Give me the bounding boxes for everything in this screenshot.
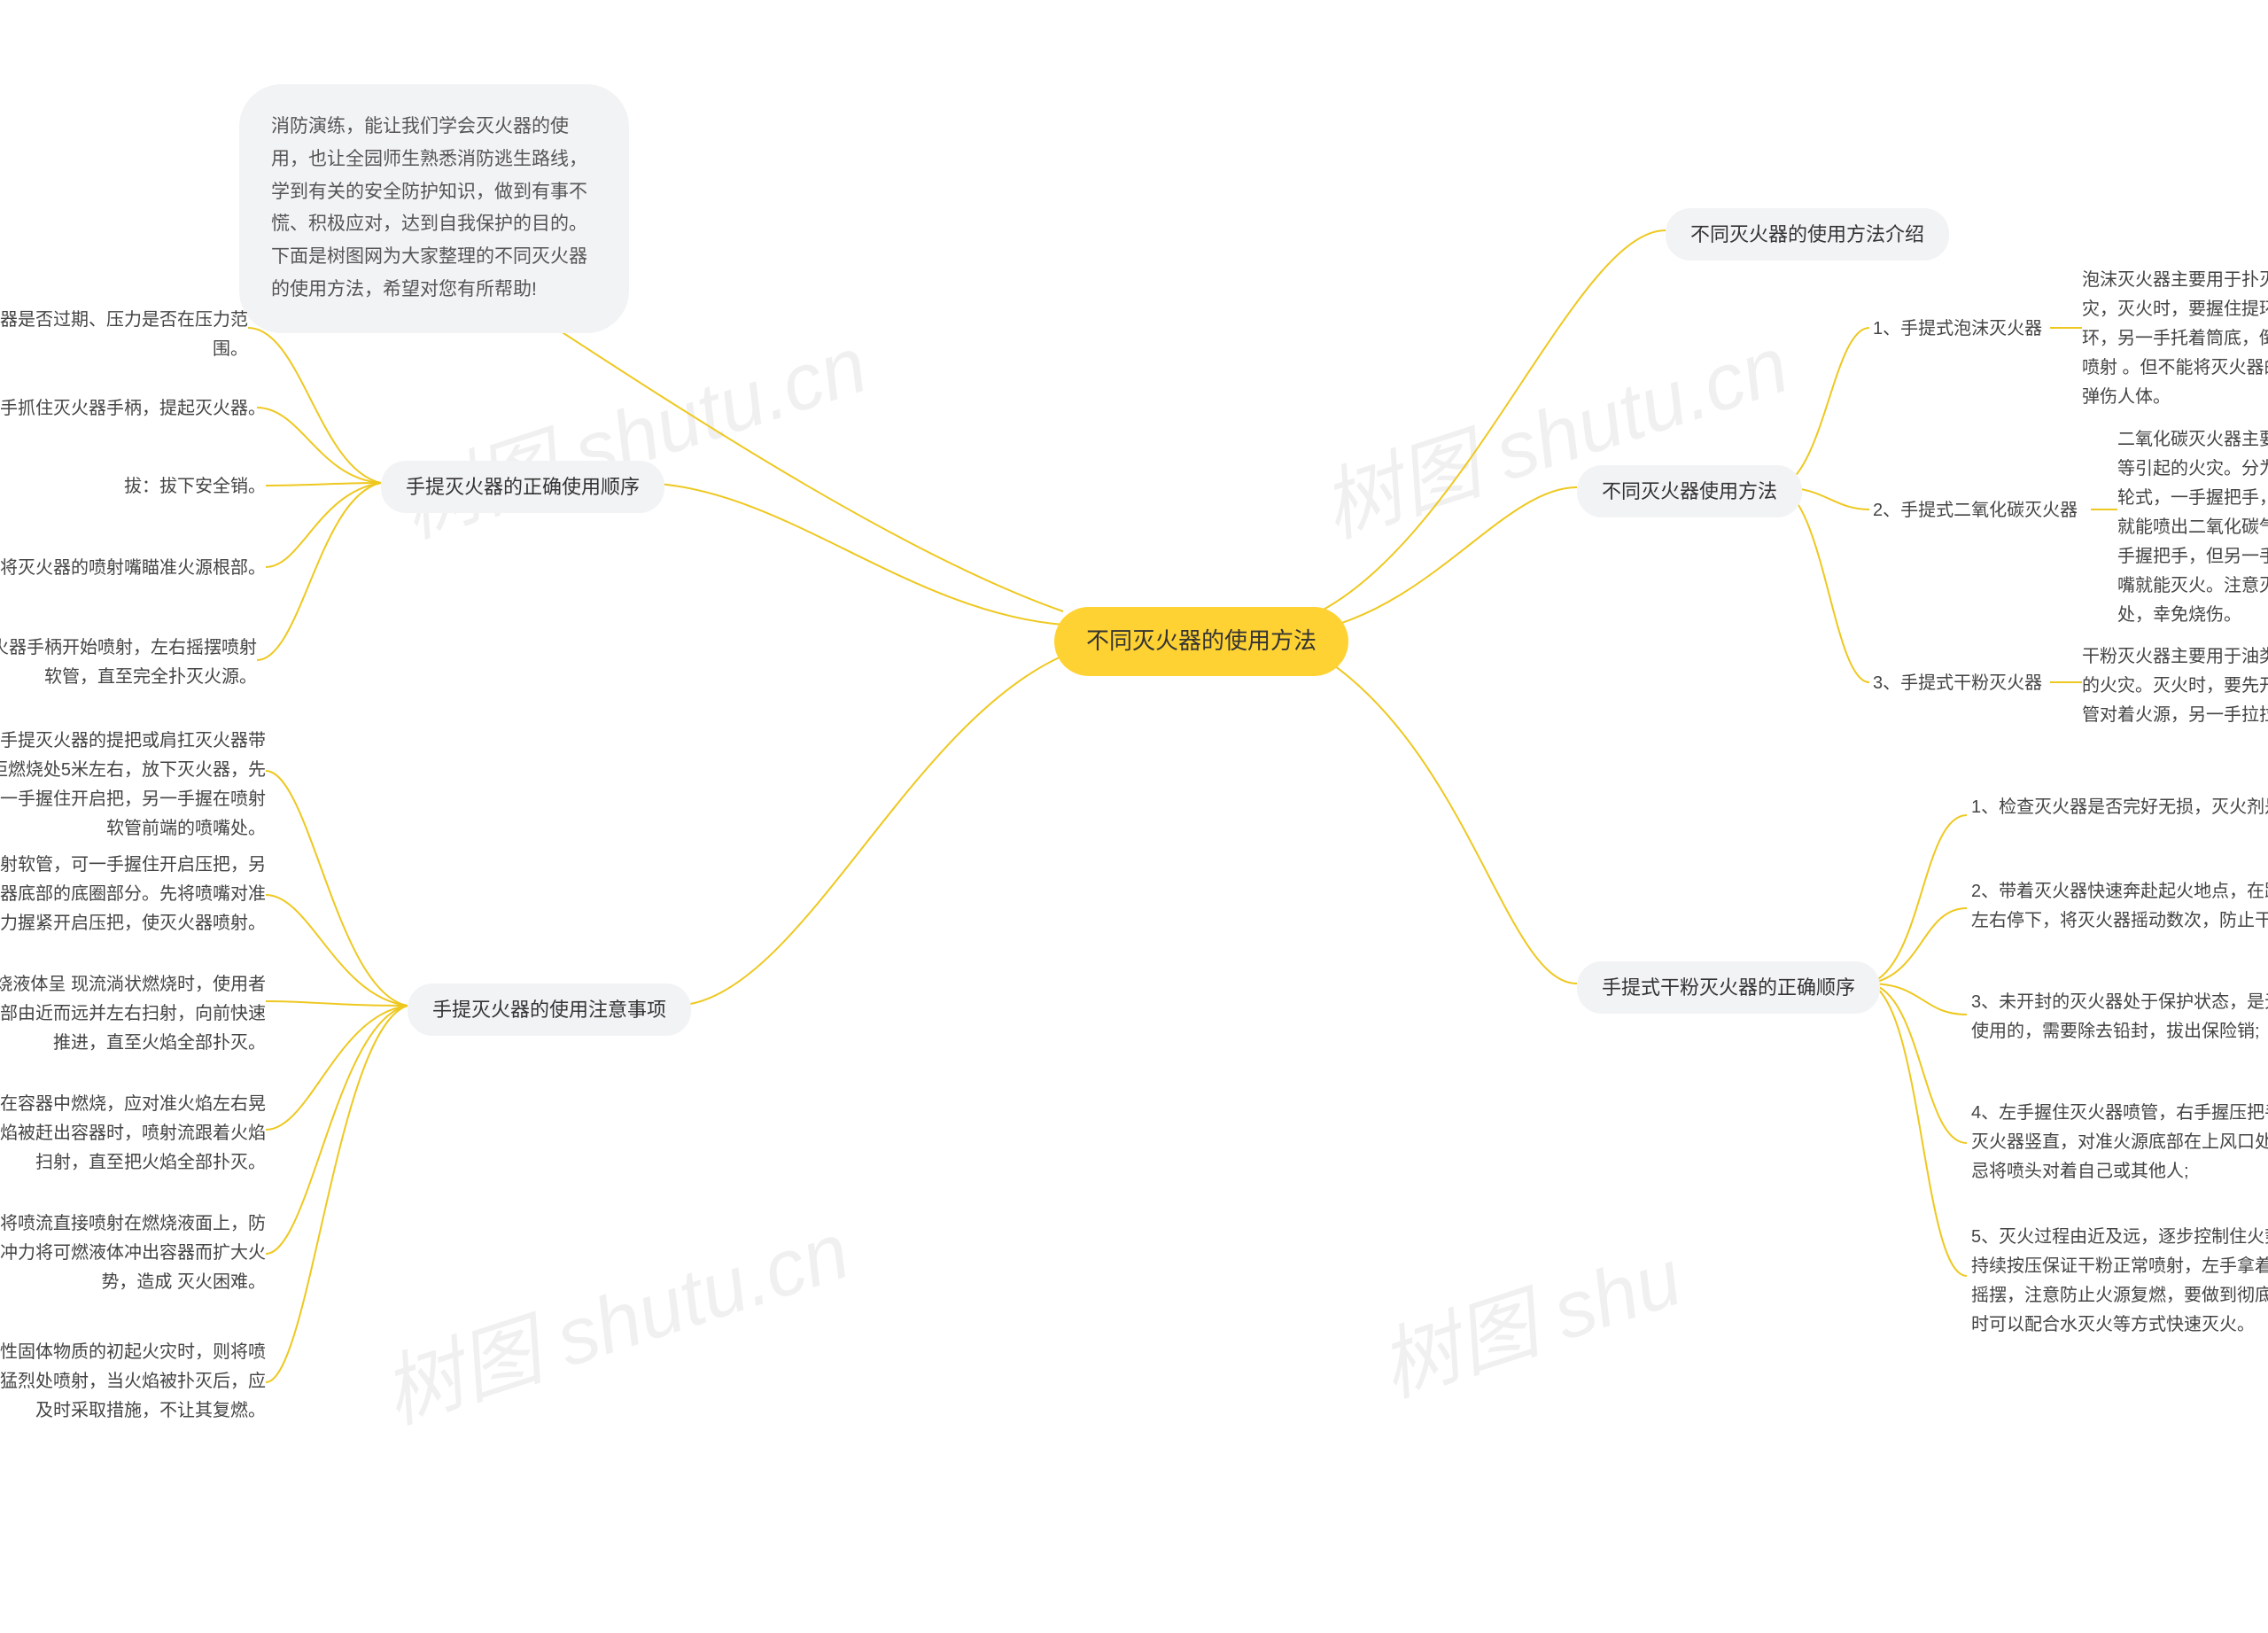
r2-item-c-label: 3、手提式干粉灭火器	[1873, 673, 2042, 693]
center-label: 不同灭火器的使用方法	[1086, 627, 1317, 654]
l2-item-b: 如灭火器无喷射软管，可一手握住开启压把，另一手扶住灭火器底部的底圈部分。先将喷嘴…	[0, 851, 266, 938]
branch-r1-label: 不同灭火器的使用方法介绍	[1690, 223, 1924, 245]
l1-item-d: 瞄：将灭火器的喷射嘴瞄准火源根部。	[0, 554, 266, 583]
branch-r2[interactable]: 不同灭火器使用方法	[1577, 465, 1802, 517]
r2-item-a-label: 1、手提式泡沫灭火器	[1873, 319, 2042, 338]
l2-item-f: 如果扑救可燃性固体物质的初起火灾时，则将喷流对准燃烧最猛烈处喷射，当火焰被扑灭后…	[0, 1338, 266, 1426]
watermark: 树图 shutu.cn	[384, 300, 879, 559]
intro-text: 消防演练，能让我们学会灭火器的使用，也让全园师生熟悉消防逃生路线，学到有关的安全…	[271, 116, 587, 299]
l1-item-c: 拔：拔下安全销。	[35, 472, 266, 502]
branch-r2-label: 不同灭火器使用方法	[1602, 480, 1777, 502]
r3-item-d: 4、左手握住灭火器喷管，右手握压把手，保证灭火器竖直，对准火源底部在上风口处灭火…	[1971, 1099, 2268, 1186]
r3-item-a: 1、检查灭火器是否完好无损，灭火剂是否充足;	[1971, 793, 2268, 822]
l1-item-b: 提：用手抓住灭火器手柄，提起灭火器。	[0, 394, 257, 424]
l2-item-d: 如果可燃液体在容器中燃烧，应对准火焰左右晃动扫射，当火焰被赶出容器时，喷射流跟着…	[0, 1090, 266, 1178]
branch-l1[interactable]: 手提灭火器的正确使用顺序	[381, 461, 664, 513]
center-topic[interactable]: 不同灭火器的使用方法	[1054, 607, 1348, 676]
watermark: 树图 shutu.cn	[1305, 300, 1800, 559]
branch-l2[interactable]: 手提灭火器的使用注意事项	[408, 984, 691, 1036]
r3-item-c: 3、未开封的灭火器处于保护状态，是无法正常使用的，需要除去铅封，拔出保险销;	[1971, 988, 2268, 1046]
l2-item-e: 但应注意不能将喷流直接喷射在燃烧液面上，防止灭火剂的冲力将可燃液体冲出容器而扩大…	[0, 1209, 266, 1297]
l1-item-a: 看：看灭火器是否过期、压力是否在压力范围。	[0, 306, 248, 364]
r2-item-c[interactable]: 3、手提式干粉灭火器	[1873, 669, 2042, 698]
branch-r3-label: 手提式干粉灭火器的正确顺序	[1602, 976, 1855, 999]
watermark: 树图 shutu.cn	[366, 1186, 861, 1445]
branch-l2-label: 手提灭火器的使用注意事项	[432, 999, 666, 1021]
r2-item-a[interactable]: 1、手提式泡沫灭火器	[1873, 315, 2042, 344]
branch-r1[interactable]: 不同灭火器的使用方法介绍	[1666, 208, 1949, 261]
r2-item-b-label: 2、手提式二氧化碳灭火器	[1873, 501, 2078, 520]
r3-item-b: 2、带着灭火器快速奔赴起火地点，在距火源5米左右停下，将灭火器摇动数次，防止干粉…	[1971, 877, 2268, 936]
l1-item-e: 压：压下灭火器手柄开始喷射，左右摇摆喷射软管，直至完全扑灭火源。	[0, 634, 257, 692]
intro-bubble[interactable]: 消防演练，能让我们学会灭火器的使用，也让全园师生熟悉消防逃生路线，学到有关的安全…	[239, 84, 629, 333]
r2-item-b[interactable]: 2、手提式二氧化碳灭火器	[1873, 496, 2078, 525]
l2-item-a: 使用时，应将手提灭火器的提把或肩扛灭火器带到火场。在距燃烧处5米左右，放下灭火器…	[0, 727, 266, 844]
branch-r3[interactable]: 手提式干粉灭火器的正确顺序	[1577, 961, 1880, 1014]
r2-item-c-desc: 干粉灭火器主要用于油类、气体及电器设备引起的火灾。灭火时，要先开启保险销，一手拿…	[2082, 642, 2268, 730]
branch-l1-label: 手提灭火器的正确使用顺序	[406, 476, 640, 498]
r2-item-b-desc: 二氧化碳灭火器主要扑灭周密仪器及电子设备等引起的火灾。分为手轮式和鸭嘴式两种，手…	[2117, 425, 2268, 630]
l2-item-c: 当被扑救可燃烧液体呈 现流淌状燃烧时，使用者应对准火焰根部由近而远并左右扫射，向…	[0, 970, 266, 1058]
r3-item-e: 5、灭火过程由近及远，逐步控制住火势，右手持续按压保证干粉正常喷射，左手拿着喷管…	[1971, 1223, 2268, 1340]
r2-item-a-desc: 泡沫灭火器主要用于扑灭油类和一般 物质的火灾，灭火时，要握住提环奔往火场，一手拿…	[2082, 266, 2268, 412]
watermark: 树图 shu	[1363, 1213, 1693, 1419]
